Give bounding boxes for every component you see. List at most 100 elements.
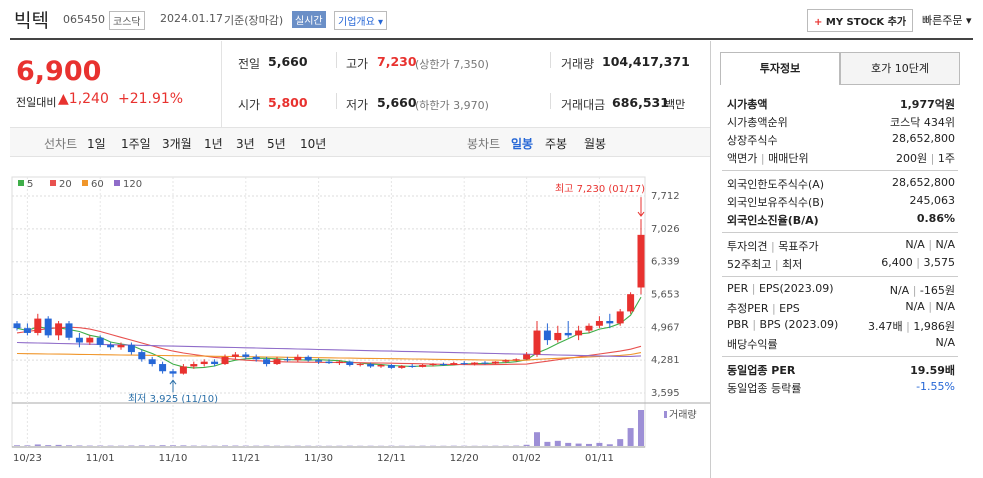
period-tab[interactable]: 주봉 [545, 137, 568, 151]
label-text: 추정PER [727, 302, 769, 315]
period-tab[interactable]: 일봉 [511, 137, 534, 151]
quick-order[interactable]: 빠른주문 ▾ [922, 14, 972, 27]
info-label: 시가총액 [727, 96, 767, 112]
legend-label: 60 [91, 179, 104, 190]
candle-body [429, 364, 437, 366]
candle-body [585, 325, 593, 331]
candle-body [159, 364, 167, 372]
q-limit: (상한가 7,350) [415, 58, 489, 71]
tab-label: 봉차트 [467, 137, 501, 151]
info-row: 외국인보유주식수(B) 245,063 [727, 194, 955, 212]
y-tick-label: 6,339 [651, 257, 680, 268]
volume-bar [554, 440, 561, 446]
realtime-badge[interactable]: 실시간 [292, 11, 326, 28]
market-badge: 코스닥 [109, 11, 145, 30]
info-label: 투자의견 | 목표주가 [727, 238, 819, 254]
candle-body [335, 361, 343, 364]
x-tick-label: 01/02 [512, 453, 541, 464]
period-tab[interactable]: 1일 [87, 137, 106, 151]
q-label: 거래량 [561, 57, 595, 71]
candle-body [65, 323, 73, 338]
period-tab[interactable]: 10년 [300, 137, 327, 151]
q-value: 5,660 [268, 54, 308, 69]
volume-bar [523, 444, 530, 446]
candle-body [283, 359, 291, 361]
ma-line [16, 352, 642, 361]
change: ▲1,240 [58, 91, 109, 107]
candle-body [107, 344, 115, 348]
volume-bar [149, 445, 156, 446]
separator [722, 276, 958, 277]
candle-body [13, 323, 21, 329]
info-label: 외국인소진율(B/A) [727, 212, 819, 228]
candle-body [460, 363, 468, 365]
info-row: PER | EPS(2023.09) N/A | -165원 [727, 282, 955, 300]
value-text: -1.55% [916, 380, 955, 393]
label-text: 동일업종 등락률 [727, 382, 802, 395]
candle-body [564, 332, 572, 336]
info-value: 6,400 | 3,575 [881, 256, 955, 269]
label-text: 최저 [782, 258, 803, 271]
period-tab[interactable]: 1년 [204, 137, 223, 151]
info-label: PBR | BPS (2023.09) [727, 318, 838, 331]
label-text: 상장주식수 [727, 134, 778, 147]
candle-body [148, 359, 156, 365]
candle-body [627, 294, 635, 312]
volume-bar [170, 445, 176, 446]
sep [550, 93, 551, 109]
value-text: 1,986원 [913, 320, 955, 333]
basis: 기준(장마감) [224, 14, 284, 27]
candle-body [252, 356, 260, 360]
period-tab[interactable]: 월봉 [584, 137, 607, 151]
x-tick-label: 11/10 [159, 453, 188, 464]
period-tab[interactable]: 3개월 [162, 137, 192, 151]
value-text: 28,652,800 [892, 132, 955, 145]
volume-bar [45, 445, 52, 446]
info-row: 동일업종 등락률 -1.55% [727, 380, 955, 398]
q-value: 686,531 [612, 95, 669, 110]
info-row: 시가총액 1,977억원 [727, 96, 955, 114]
annotation: 최고 7,230 (01/17) [555, 183, 645, 195]
info-row: 추정PER | EPS N/A | N/A [727, 300, 955, 318]
company-button[interactable]: 기업개요 ▾ [334, 11, 388, 30]
period-tab[interactable]: 5년 [267, 137, 286, 151]
candle-body [96, 337, 104, 345]
tab[interactable]: 호가 10단계 [840, 52, 960, 85]
label-text: BPS (2023.09) [759, 318, 839, 331]
value-text: 245,063 [909, 194, 956, 207]
x-tick-label: 11/30 [304, 453, 333, 464]
label-text: 동일업종 PER [727, 364, 796, 377]
info-row: 상장주식수 28,652,800 [727, 132, 955, 150]
info-label: 시가총액순위 [727, 114, 788, 130]
pipe: | [748, 282, 759, 295]
legend-label: 5 [27, 179, 33, 190]
candle-body [637, 234, 645, 288]
period-tab[interactable]: 3년 [236, 137, 255, 151]
volume-bar [24, 445, 31, 446]
annotation: 최저 3,925 (11/10) [128, 393, 218, 405]
candle-body [533, 330, 541, 355]
x-tick-label: 12/20 [450, 453, 479, 464]
company-button-text: 기업개요 [338, 17, 375, 28]
sep [550, 52, 551, 68]
value-text: N/A [935, 336, 955, 349]
period-tab[interactable]: 1주일 [121, 137, 151, 151]
tab-label: 선차트 [44, 137, 78, 151]
x-tick-label: 10/23 [13, 453, 42, 464]
candle-body [179, 366, 187, 374]
pipe: | [927, 152, 938, 165]
candle-body [127, 344, 135, 353]
mystock-button[interactable]: + MY STOCK 추가 [807, 9, 914, 32]
candle-body [450, 363, 458, 366]
candle-body [75, 337, 83, 343]
legend-swatch [114, 180, 120, 186]
info-row: 시가총액순위 코스닥 434위 [727, 114, 955, 132]
volume-bar [544, 441, 551, 446]
value-text: 200원 [896, 152, 928, 165]
candle-body [512, 359, 520, 361]
candle-body [471, 362, 479, 365]
info-row: PBR | BPS (2023.09) 3.47배 | 1,986원 [727, 318, 955, 336]
info-row: 투자의견 | 목표주가 N/A | N/A [727, 238, 955, 256]
divider [221, 41, 222, 127]
tab-active[interactable]: 투자정보 [720, 52, 840, 85]
